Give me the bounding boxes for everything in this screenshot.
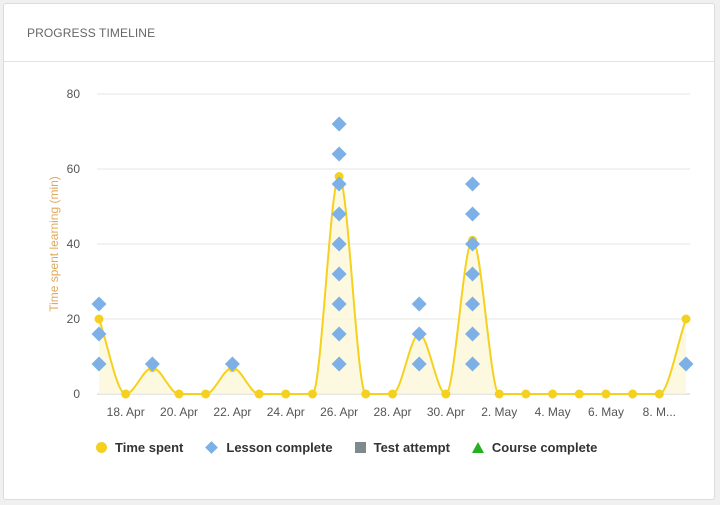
lesson-complete-point [411,356,427,372]
legend-item-test-attempt[interactable]: Test attempt [354,440,450,455]
time-spent-point [201,389,211,399]
y-tick-label: 60 [67,162,81,176]
lesson-complete-point [331,266,347,282]
lesson-complete-point [331,146,347,162]
lesson-complete-point [224,356,240,372]
time-spent-point [521,389,531,399]
lesson-complete-point [678,356,694,372]
time-spent-point [254,389,264,399]
triangle-marker-icon [471,442,484,453]
x-tick-label: 18. Apr [107,405,145,419]
time-spent-point [174,389,184,399]
time-spent-point [494,389,504,399]
lesson-complete-point [331,356,347,372]
time-spent-point [388,389,397,399]
x-tick-label: 26. Apr [320,405,358,419]
time-spent-point [628,389,638,399]
time-spent-point [548,389,558,399]
lesson-complete-point [465,266,481,282]
lesson-complete-point [465,176,481,192]
y-tick-label: 80 [67,87,81,101]
lesson-complete-point [411,296,427,312]
x-tick-label: 24. Apr [267,405,305,419]
legend-label: Lesson complete [226,440,333,455]
time-spent-point [307,389,317,399]
time-spent-point [441,389,451,399]
y-tick-label: 40 [67,237,81,251]
time-spent-point [601,389,611,399]
circle-marker-icon [96,442,107,453]
lesson-complete-point [144,356,160,372]
x-tick-label: 6. May [588,405,624,419]
lesson-complete-point [331,326,347,342]
lesson-complete-point [331,206,347,222]
time-spent-point [94,314,104,324]
x-tick-label: 30. Apr [427,405,465,419]
legend-label: Time spent [115,440,184,455]
card-title: PROGRESS TIMELINE [27,25,156,40]
time-spent-line [98,175,687,396]
legend-label: Test attempt [373,440,450,455]
lesson-complete-point [465,356,481,372]
lesson-complete-point [465,236,481,252]
progress-chart: 0 20 40 60 80 Time spent learning (min) 18. Ap… [47,87,694,419]
card-header: PROGRESS TIMELINE [4,4,714,62]
time-spent-point [281,389,291,399]
diamond-marker-icon [205,441,219,454]
x-tick-label: 20. Apr [160,405,198,419]
lesson-complete-point [331,236,347,252]
lesson-complete-point [411,326,427,342]
lesson-complete-point [91,296,107,312]
lesson-complete-point [331,176,347,192]
lesson-complete-point [465,206,481,222]
legend-item-time-spent[interactable]: Time spent [96,440,183,455]
x-tick-label: 28. Apr [373,405,411,419]
chart-legend: Time spent Lesson complete Test attempt … [96,440,619,455]
y-tick-label: 20 [67,312,81,326]
y-axis-label: Time spent learning (min) [47,176,61,312]
x-tick-label: 2. May [481,405,517,419]
time-spent-point [361,389,371,399]
progress-timeline-card: PROGRESS TIMELINE 0 20 40 60 80 Time spent le… [3,3,715,500]
legend-item-course-complete[interactable]: Course complete [471,440,598,455]
x-tick-label: 4. May [535,405,571,419]
time-spent-point [654,389,664,399]
square-marker-icon [354,442,366,453]
lesson-complete-point [91,356,107,372]
lesson-complete-point [331,116,347,132]
x-tick-label: 22. Apr [213,405,251,419]
lesson-complete-point [331,296,347,312]
y-tick-label: 0 [73,387,80,401]
lesson-complete-point [465,296,481,312]
time-spent-point [681,314,691,324]
time-spent-point [121,389,131,399]
time-spent-point [574,389,584,399]
lesson-complete-point [465,326,481,342]
legend-item-lesson-complete[interactable]: Lesson complete [205,440,333,455]
time-spent-area [99,176,686,394]
lesson-complete-point [91,326,107,342]
legend-label: Course complete [491,440,598,455]
x-tick-label: 8. M... [643,405,676,419]
